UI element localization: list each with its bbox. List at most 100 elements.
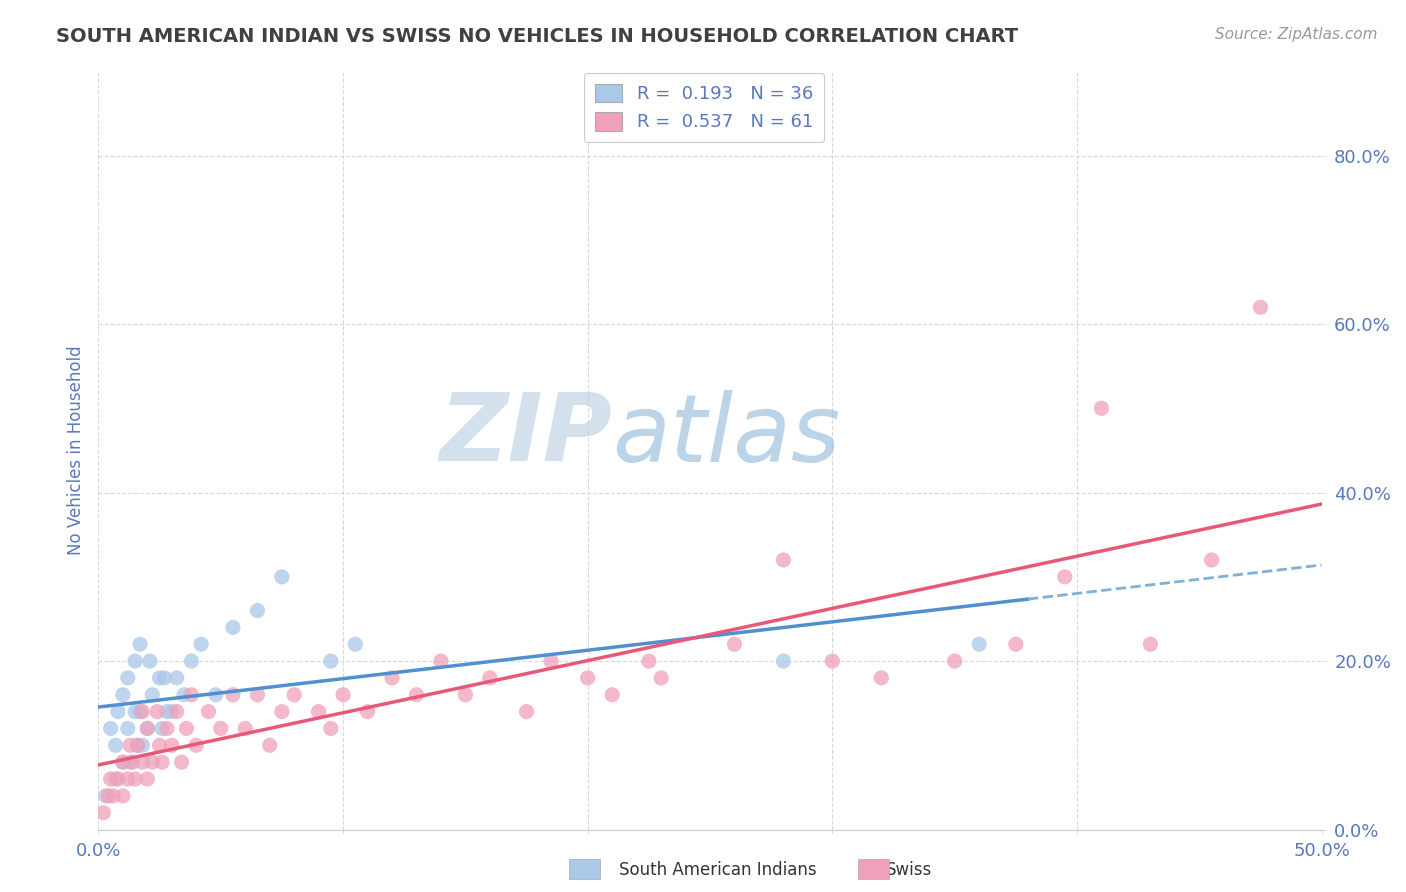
Point <box>127 739 149 753</box>
Point <box>91 805 114 820</box>
Point <box>270 570 294 584</box>
Point <box>405 688 427 702</box>
Point <box>356 705 378 719</box>
Point <box>117 671 139 685</box>
Point <box>1053 570 1076 584</box>
Point <box>222 620 245 634</box>
Legend: R =  0.193   N = 36, R =  0.537   N = 61: R = 0.193 N = 36, R = 0.537 N = 61 <box>583 73 824 142</box>
Text: SOUTH AMERICAN INDIAN VS SWISS NO VEHICLES IN HOUSEHOLD CORRELATION CHART: SOUTH AMERICAN INDIAN VS SWISS NO VEHICL… <box>56 27 1018 45</box>
Point <box>131 755 153 769</box>
Point <box>870 671 893 685</box>
Point <box>104 739 127 753</box>
Point <box>308 705 330 719</box>
Text: Swiss: Swiss <box>886 861 932 879</box>
Point <box>141 688 163 702</box>
Point <box>94 789 117 803</box>
Point <box>97 789 120 803</box>
Point <box>139 654 162 668</box>
Point <box>153 671 176 685</box>
Point <box>131 739 153 753</box>
Point <box>478 671 501 685</box>
Point <box>100 772 122 786</box>
Point <box>120 739 142 753</box>
Point <box>150 722 173 736</box>
Point <box>1249 300 1271 314</box>
Point <box>124 772 146 786</box>
Point <box>344 637 367 651</box>
Point <box>129 637 152 651</box>
Point <box>637 654 661 668</box>
Point <box>173 688 195 702</box>
Point <box>270 705 294 719</box>
Point <box>283 688 305 702</box>
Point <box>1090 401 1112 416</box>
Point <box>101 789 124 803</box>
Point <box>149 739 172 753</box>
Point <box>723 637 745 651</box>
Point <box>100 722 122 736</box>
Point <box>576 671 599 685</box>
Point <box>121 755 143 769</box>
Point <box>332 688 354 702</box>
Point <box>136 772 159 786</box>
Point <box>120 755 142 769</box>
Point <box>246 603 269 617</box>
Point <box>160 739 183 753</box>
Point <box>104 772 127 786</box>
Point <box>176 722 198 736</box>
Point <box>540 654 562 668</box>
Point <box>1201 553 1223 567</box>
Point <box>136 722 159 736</box>
Text: ZIP: ZIP <box>439 389 612 482</box>
Point <box>772 654 794 668</box>
Point <box>650 671 672 685</box>
Point <box>166 671 188 685</box>
Point <box>117 772 139 786</box>
Point <box>190 637 212 651</box>
Point <box>222 688 245 702</box>
Y-axis label: No Vehicles in Household: No Vehicles in Household <box>66 345 84 556</box>
Point <box>246 688 269 702</box>
Point <box>943 654 966 668</box>
Point <box>319 654 342 668</box>
Point <box>117 722 139 736</box>
Point <box>131 705 153 719</box>
Point <box>233 722 256 736</box>
Point <box>150 755 173 769</box>
Point <box>111 755 134 769</box>
Point <box>319 722 342 736</box>
Point <box>111 789 134 803</box>
Point <box>166 705 188 719</box>
Text: South American Indians: South American Indians <box>619 861 817 879</box>
Point <box>160 705 183 719</box>
Text: Source: ZipAtlas.com: Source: ZipAtlas.com <box>1215 27 1378 42</box>
Point <box>600 688 623 702</box>
Point <box>127 739 149 753</box>
Point <box>124 654 146 668</box>
Point <box>454 688 477 702</box>
Point <box>146 705 169 719</box>
Point <box>149 671 172 685</box>
Point <box>821 654 844 668</box>
Text: atlas: atlas <box>612 390 841 481</box>
Point <box>136 722 159 736</box>
Point <box>967 637 990 651</box>
Point <box>259 739 281 753</box>
Point <box>111 755 134 769</box>
Point <box>515 705 537 719</box>
Point <box>180 654 202 668</box>
Point <box>156 705 179 719</box>
Point <box>107 705 129 719</box>
Point <box>156 722 179 736</box>
Point <box>129 705 152 719</box>
Point <box>111 688 134 702</box>
Point <box>197 705 219 719</box>
Point <box>209 722 232 736</box>
Point <box>1004 637 1026 651</box>
Point <box>772 553 794 567</box>
Point <box>124 705 146 719</box>
Point <box>381 671 404 685</box>
Point <box>186 739 208 753</box>
Point <box>205 688 228 702</box>
Point <box>107 772 129 786</box>
